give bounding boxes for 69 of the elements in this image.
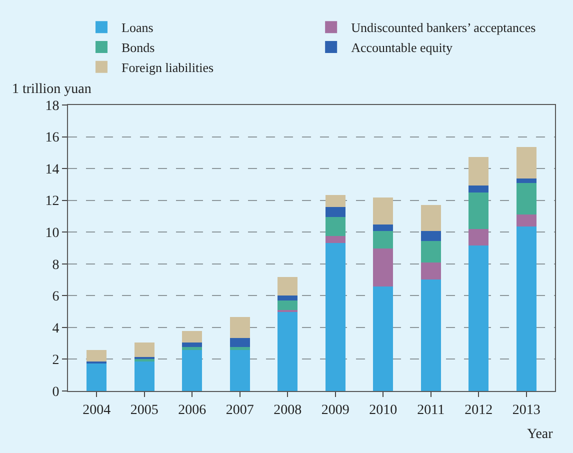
bar: [373, 286, 394, 391]
bar: [516, 226, 536, 391]
y-tick-label: 18: [45, 98, 60, 114]
bar: [468, 192, 489, 229]
bar: [420, 240, 441, 262]
bar: [420, 262, 441, 280]
y-tick-label: 4: [52, 321, 60, 336]
bar: [468, 245, 489, 391]
x-tick-label: 2011: [417, 402, 445, 418]
bar: [325, 243, 346, 391]
x-tick-label: 2007: [226, 402, 254, 418]
y-tick-label: 8: [52, 258, 60, 273]
legend-label: Loans: [122, 20, 154, 36]
bar: [516, 182, 536, 214]
legend-label: Bonds: [122, 40, 155, 56]
legend-label: Foreign liabilities: [122, 60, 214, 75]
bar: [230, 350, 250, 391]
x-axis-title: Year: [527, 427, 554, 442]
bar: [468, 228, 489, 246]
x-tick-label: 2009: [321, 402, 350, 418]
y-tick-label: 10: [45, 226, 60, 242]
y-tick-label: 14: [45, 162, 60, 178]
y-axis-title: 1 trillion yuan: [12, 82, 92, 97]
bar: [278, 312, 298, 391]
bar: [420, 279, 441, 391]
bar: [182, 342, 202, 348]
bar: [468, 186, 489, 193]
bar: [182, 350, 202, 391]
bar: [278, 300, 298, 310]
y-tick-label: 0: [52, 384, 60, 400]
bar: [373, 248, 394, 286]
y-tick-label: 16: [45, 130, 60, 146]
bar: [230, 338, 250, 348]
bar: [516, 214, 536, 226]
bar: [86, 364, 107, 391]
x-tick-label: 2005: [130, 402, 158, 418]
bar: [134, 359, 154, 362]
bar: [325, 207, 346, 217]
bar: [182, 330, 202, 343]
x-tick-label: 2012: [464, 402, 493, 418]
y-tick-label: 12: [45, 194, 60, 210]
bar: [278, 276, 298, 296]
x-tick-label: 2004: [82, 402, 111, 418]
y-tick-label: 6: [52, 290, 60, 305]
bar: [182, 347, 202, 350]
bar: [325, 236, 346, 244]
bar: [134, 362, 154, 391]
bar: [230, 316, 250, 338]
legend-label: Accountable equity: [351, 40, 454, 56]
bar: [373, 198, 394, 224]
bar: [373, 224, 394, 231]
x-tick-label: 2013: [512, 402, 540, 418]
bar: [468, 156, 489, 186]
y-tick-label: 2: [52, 353, 60, 368]
bar: [420, 204, 441, 232]
bar: [86, 350, 107, 362]
bar: [230, 347, 250, 350]
bar: [516, 147, 536, 178]
bar: [420, 231, 441, 241]
x-tick-label: 2010: [369, 402, 398, 418]
bar: [325, 195, 346, 208]
bar: [325, 216, 346, 236]
bar: [278, 296, 298, 300]
legend-label: Undiscounted bankers’ acceptances: [351, 20, 536, 36]
bar: [516, 178, 536, 183]
x-tick-label: 2008: [274, 402, 302, 418]
x-tick-label: 2006: [178, 402, 206, 418]
bar: [134, 342, 154, 357]
bar: [373, 230, 394, 248]
